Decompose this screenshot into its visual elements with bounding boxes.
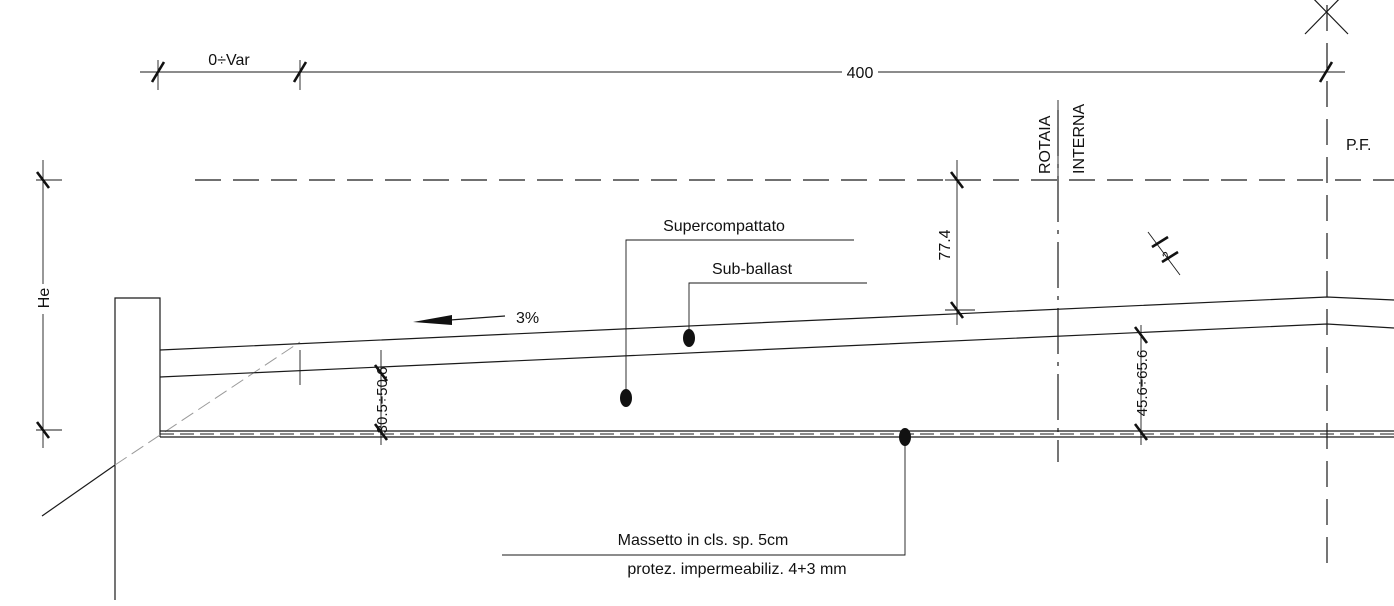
dim-left-thickness-label: 30.5÷50.6 [374, 367, 391, 434]
supercompattato-leader: Supercompattato [620, 218, 854, 407]
right-thickness-dimension: 45.6÷65.6 [1133, 325, 1151, 445]
top-dimension: 0÷Var 400 [140, 52, 1345, 90]
rail-top-label: ROTAIA [1037, 115, 1054, 174]
massetto-leader: Massetto in cls. sp. 5cm protez. imperme… [502, 428, 911, 578]
dim-total-label: 400 [847, 65, 874, 82]
embankment-line [41, 464, 116, 517]
subballast-line [159, 323, 1394, 378]
dim-offset-label: 0÷Var [208, 52, 250, 69]
dim-right-thickness-label: 45.6÷65.6 [1134, 350, 1151, 417]
he-dimension: He [33, 160, 62, 448]
he-label: He [36, 288, 53, 309]
supercompattato-label: Supercompattato [663, 218, 785, 235]
slope-label: 3% [516, 310, 539, 327]
retaining-wall [114, 297, 161, 600]
small-angle-label: 2 [1159, 249, 1174, 263]
rail-bottom-label: INTERNA [1071, 103, 1088, 174]
subballast-label: Sub-ballast [712, 261, 793, 278]
dim-height-label: 77.4 [937, 229, 954, 260]
pf-label: P.F. [1346, 137, 1372, 154]
subballast-leader: Sub-ballast [683, 261, 867, 347]
grey-dashed-diagonal [114, 341, 301, 466]
height-dimension: 77.4 [937, 160, 975, 325]
massetto-label: Massetto in cls. sp. 5cm [618, 532, 789, 549]
angle-mark: 2 [1147, 231, 1181, 276]
top-layer-line [159, 296, 1394, 351]
protezione-label: protez. impermeabiliz. 4+3 mm [627, 561, 846, 578]
slope-arrow: 3% [413, 310, 539, 327]
left-thickness-dimension: 30.5÷50.6 [373, 350, 391, 445]
